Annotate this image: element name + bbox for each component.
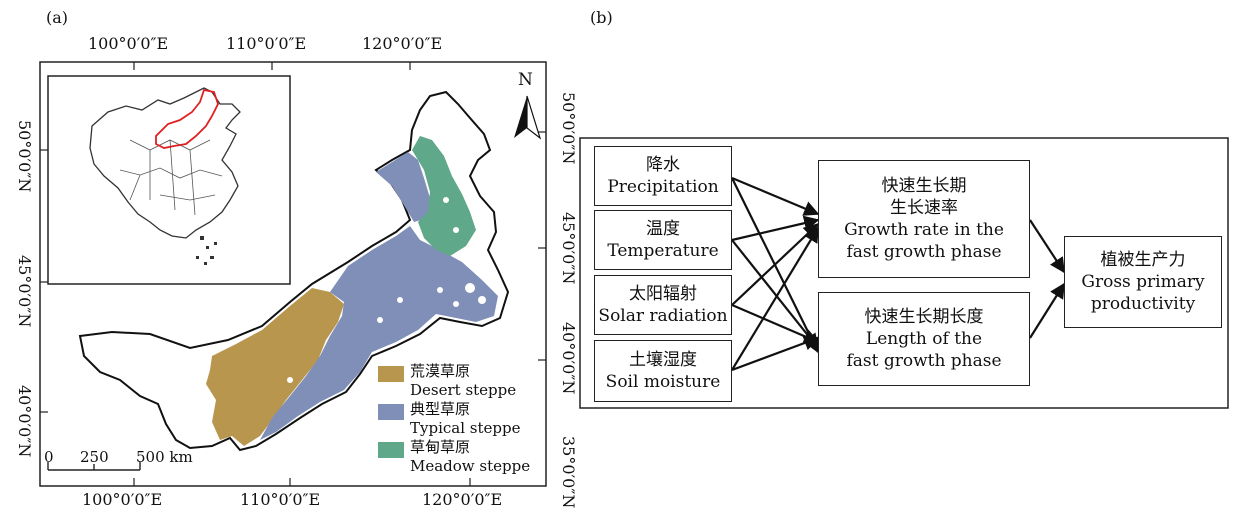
scale-tick-0: 0	[44, 448, 54, 466]
driver-box-temperature: 温度 Temperature	[594, 210, 732, 270]
inset-islands	[196, 236, 217, 265]
scale-tick-500: 500 km	[136, 448, 193, 466]
desert-steppe-area	[206, 288, 344, 446]
growth-rate-line: Growth rate in the	[844, 220, 1004, 240]
scale-bar	[47, 462, 141, 471]
inset-highlight-region	[155, 88, 219, 149]
inset-frame	[47, 75, 291, 285]
panel-a-label: (a)	[46, 8, 69, 27]
growth-length-line: fast growth phase	[846, 351, 1002, 371]
driver-box-precipitation: 降水 Precipitation	[594, 146, 732, 206]
productivity-line: 植被生产力	[1100, 250, 1186, 270]
inset-china-outline	[89, 87, 241, 239]
legend-swatch-desert	[378, 366, 404, 382]
legend-typical-en: Typical steppe	[410, 419, 521, 437]
growth-length-line: 快速生长期长度	[864, 307, 984, 327]
driver-box-solar-radiation: 太阳辐射 Solar radiation	[594, 275, 732, 335]
bottom-longitude-label: 120°0′0″E	[422, 490, 503, 509]
north-arrow-icon	[514, 95, 542, 140]
driver-cn: 温度	[646, 219, 680, 239]
legend-swatch-typical	[378, 404, 404, 420]
productivity-box: 植被生产力 Gross primary productivity	[1064, 236, 1222, 328]
legend-meadow-cn: 草甸草原	[410, 438, 471, 456]
driver-en: Temperature	[607, 241, 719, 261]
typical-steppe-area	[260, 226, 498, 440]
legend-swatch-meadow	[378, 442, 404, 458]
legend-desert-en: Desert steppe	[410, 381, 517, 399]
legend-desert-cn: 荒漠草原	[410, 362, 471, 380]
productivity-line: Gross primary	[1081, 272, 1205, 292]
frame-ticks	[40, 62, 546, 486]
driver-box-soil-moisture: 土壤湿度 Soil moisture	[594, 340, 732, 402]
driver-en: Soil moisture	[605, 372, 721, 392]
driver-en: Solar radiation	[598, 306, 728, 326]
growth-rate-line: fast growth phase	[846, 242, 1002, 262]
top-longitude-label: 120°0′0″E	[362, 34, 443, 53]
productivity-line: productivity	[1090, 294, 1196, 314]
top-longitude-label: 100°0′0″E	[88, 34, 169, 53]
diagram-arrows	[731, 176, 1065, 372]
bottom-longitude-label: 100°0′0″E	[82, 490, 163, 509]
top-longitude-label: 110°0′0″E	[226, 34, 307, 53]
driver-cn: 土壤湿度	[629, 350, 697, 370]
growth-length-line: Length of the	[865, 329, 983, 349]
legend-meadow-en: Meadow steppe	[410, 457, 531, 475]
growth-length-box: 快速生长期长度 Length of the fast growth phase	[818, 292, 1030, 386]
growth-rate-line: 生长速率	[890, 198, 958, 218]
panel-b-label: (b)	[590, 8, 613, 27]
driver-cn: 太阳辐射	[629, 284, 697, 304]
scale-tick-250: 250	[80, 448, 109, 466]
typical-steppe-area-north	[376, 152, 430, 222]
growth-rate-box: 快速生长期 生长速率 Growth rate in the fast growt…	[818, 160, 1030, 278]
map-frame	[39, 61, 547, 487]
driver-cn: 降水	[646, 155, 680, 175]
map-speckles	[287, 197, 486, 383]
inset-province-lines	[119, 139, 223, 216]
driver-en: Precipitation	[607, 177, 719, 197]
growth-rate-line: 快速生长期	[881, 176, 967, 196]
diagram-frame	[579, 137, 1229, 409]
legend-typical-cn: 典型草原	[410, 400, 471, 418]
bottom-longitude-label: 110°0′0″E	[240, 490, 321, 509]
meadow-steppe-area	[412, 136, 476, 256]
north-label: N	[518, 70, 533, 90]
